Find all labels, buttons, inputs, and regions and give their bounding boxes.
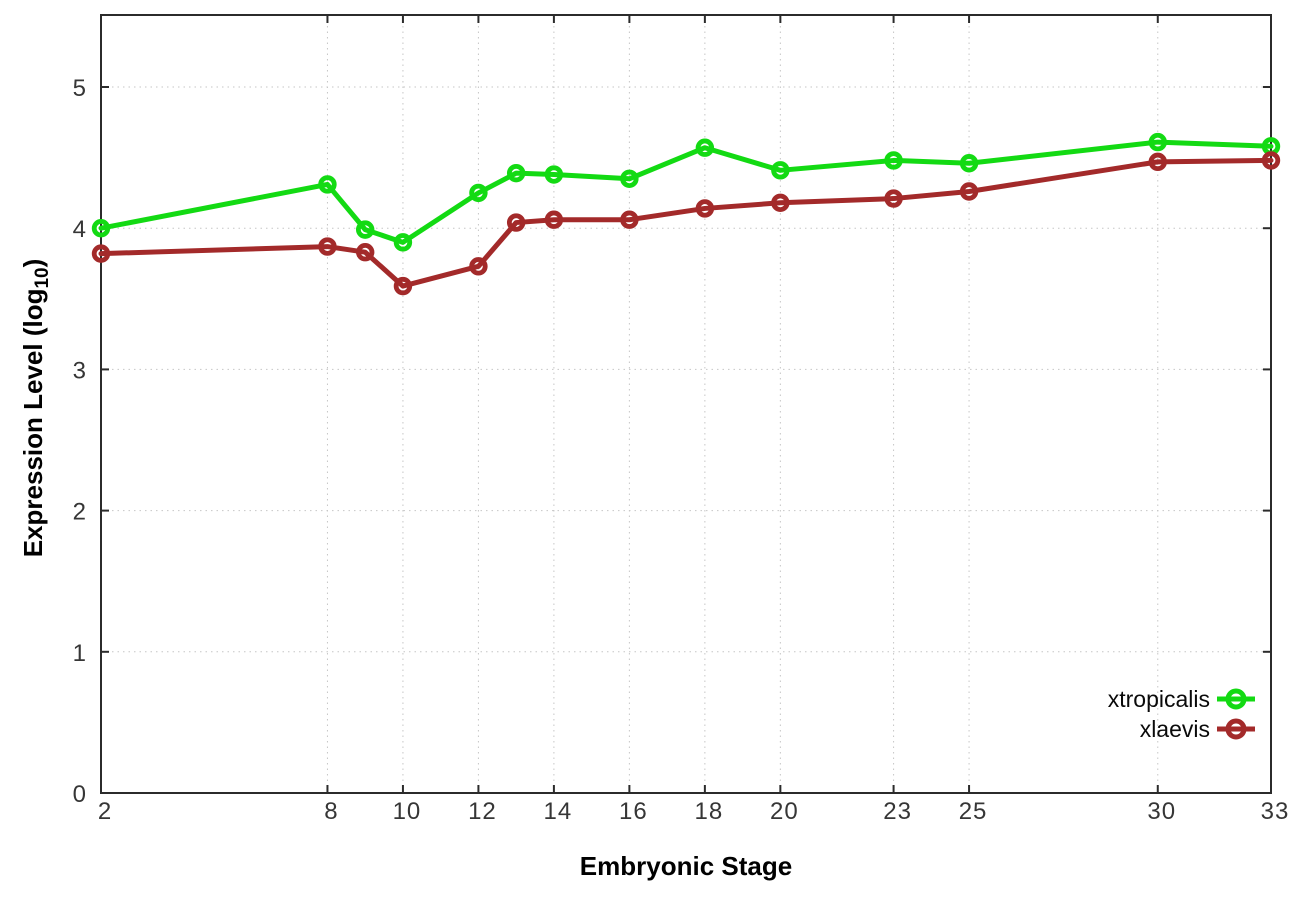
data-point-xtropicalis	[1148, 132, 1167, 152]
data-point-xtropicalis	[355, 220, 375, 239]
data-point-xtropicalis	[393, 233, 413, 252]
data-point-xtropicalis	[695, 138, 715, 157]
legend: xtropicalis xlaevis	[1108, 684, 1256, 744]
legend-marker-icon-xtropicalis	[1217, 688, 1255, 710]
x-tick-label: 8	[324, 798, 338, 825]
legend-label-xlaevis: xlaevis	[1139, 716, 1210, 742]
data-point-xtropicalis	[771, 161, 790, 180]
x-tick-label: 2	[98, 798, 112, 825]
data-point-xtropicalis	[506, 163, 526, 183]
x-tick-label: 16	[619, 798, 648, 825]
x-tick-label: 33	[1261, 798, 1290, 825]
y-tick-label: 3	[73, 357, 87, 384]
legend-entry-xlaevis: xlaevis	[1108, 714, 1256, 744]
data-point-xlaevis	[506, 213, 526, 232]
y-tick-label: 0	[73, 781, 87, 808]
data-point-xlaevis	[355, 243, 375, 262]
data-point-xlaevis	[1148, 152, 1167, 172]
data-point-xlaevis	[1261, 151, 1281, 170]
series-line-xlaevis	[98, 157, 1274, 289]
y-axis-title: Expression Level (log10)	[16, 108, 54, 708]
data-point-xtropicalis	[91, 219, 111, 238]
series-line-xtropicalis	[98, 139, 1274, 245]
data-point-xlaevis	[393, 276, 413, 296]
y-axis-title-subscript: 10	[32, 267, 54, 289]
x-tick-label: 14	[544, 798, 573, 825]
data-point-xlaevis	[884, 189, 903, 208]
x-tick-label: 30	[1147, 798, 1176, 825]
legend-label-xtropicalis: xtropicalis	[1107, 686, 1210, 712]
x-tick-label: 12	[468, 798, 497, 825]
legend-marker-icon-xlaevis	[1217, 718, 1255, 740]
y-axis-title-text: Expression Level (log	[18, 288, 48, 558]
y-tick-label: 4	[73, 216, 87, 243]
plot-border	[100, 14, 1272, 794]
data-point-xlaevis	[469, 257, 488, 276]
data-point-xtropicalis	[884, 151, 903, 170]
data-point-xlaevis	[620, 210, 639, 229]
y-tick-label: 2	[73, 499, 87, 526]
x-tick-label: 18	[695, 798, 724, 825]
x-tick-label: 23	[883, 798, 912, 825]
data-point-xlaevis	[959, 182, 979, 201]
data-point-xtropicalis	[620, 169, 639, 188]
y-tick-label: 1	[73, 640, 87, 667]
data-point-xtropicalis	[318, 175, 337, 194]
y-tick-label: 5	[73, 75, 87, 102]
data-point-xlaevis	[544, 210, 564, 229]
data-point-xlaevis	[318, 237, 337, 256]
data-point-xtropicalis	[469, 183, 488, 203]
x-tick-label: 20	[770, 798, 799, 825]
y-axis-title-suffix: )	[18, 258, 48, 268]
data-point-xtropicalis	[959, 154, 979, 173]
x-tick-label: 25	[959, 798, 988, 825]
legend-entry-xtropicalis: xtropicalis	[1108, 684, 1256, 714]
data-point-xlaevis	[695, 199, 715, 218]
data-point-xtropicalis	[544, 165, 564, 184]
x-axis-title: Embryonic Stage	[579, 851, 793, 881]
x-tick-label: 10	[393, 798, 422, 825]
data-point-xlaevis	[771, 193, 790, 212]
data-point-xlaevis	[91, 244, 111, 263]
